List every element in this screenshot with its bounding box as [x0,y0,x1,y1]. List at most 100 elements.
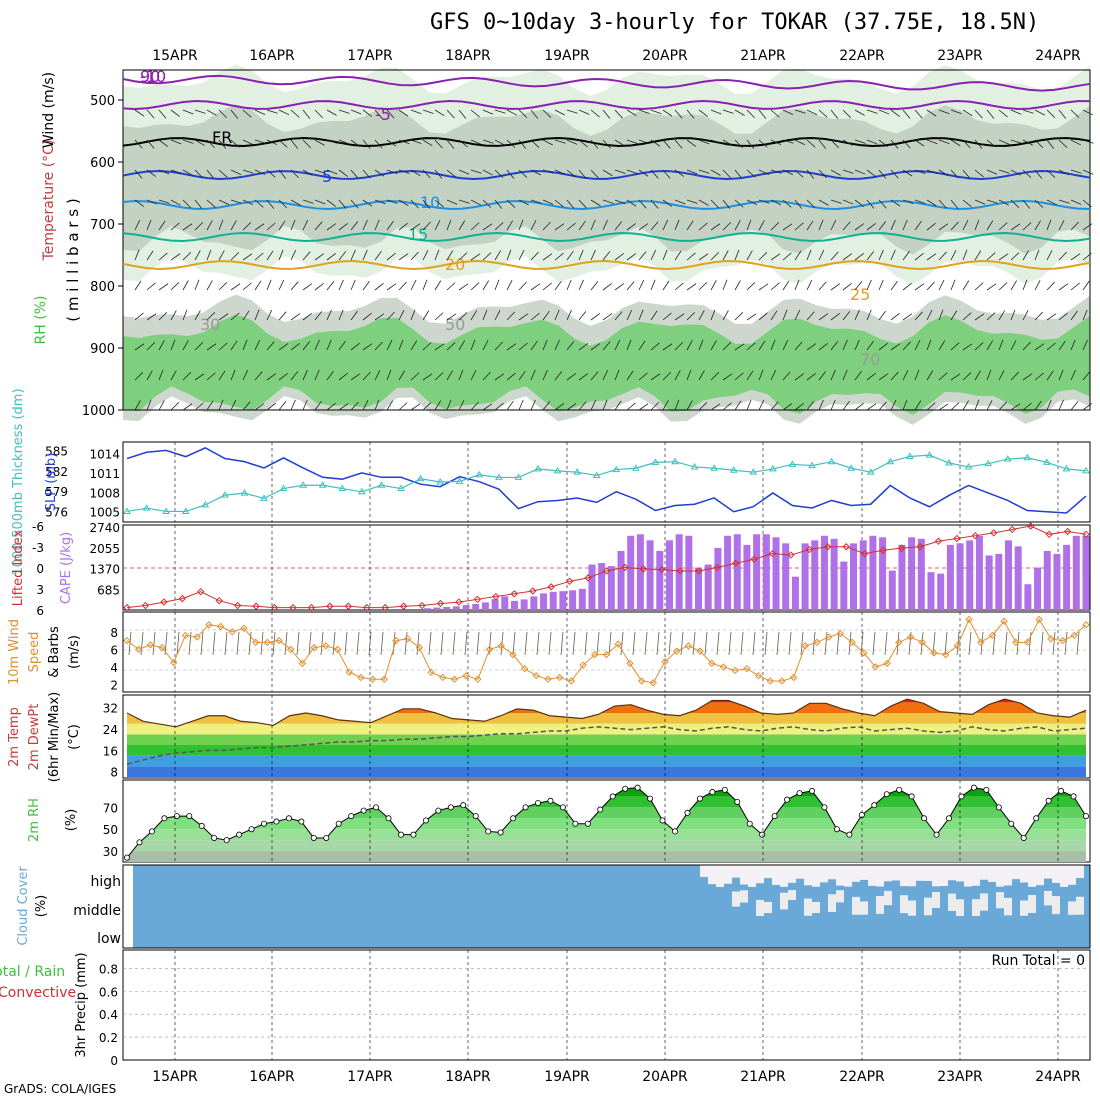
upper-wind-barb [266,222,276,231]
upper-wind-barb [194,169,203,179]
thickness-marker [710,464,719,471]
lifted-index-marker [141,601,150,610]
upper-wind-barb [782,109,794,115]
upper-wind-barb [1070,369,1076,381]
rh-marker [360,807,367,814]
upper-wind-barb [770,169,782,174]
cloud-clear-high [812,865,820,887]
upper-wind-barb [398,402,408,411]
cape-bar [782,543,790,610]
upper-wind-barb [1070,401,1079,411]
upper-wind-barb [338,251,347,261]
cape-bar [549,591,557,610]
upper-wind-barb [566,199,575,209]
rh-marker [1033,815,1040,822]
upper-wind-barb [746,199,758,205]
upper-wind-barb [722,250,729,261]
upper-wind-barb [974,370,981,381]
upper-wind-barb [194,279,200,291]
upper-wind-barb [1082,339,1088,351]
upper-wind-barb [962,199,972,208]
upper-wind-barb [770,369,777,381]
upper-wind-barb [326,281,335,291]
contour-label: 50 [445,315,465,334]
cloud-clear-middle [1044,891,1052,906]
upper-wind-barb [638,139,650,145]
upper-wind-barb [218,370,226,381]
date-label-top: 23APR [937,48,983,64]
surface-wind-barb [596,631,600,656]
upper-wind-barb [590,371,599,381]
upper-wind-barb [770,339,776,351]
upper-wind-barb [614,283,625,291]
temperature-contour [122,199,1091,210]
cloud-clear-high [1028,865,1036,887]
upper-wind-barb [974,169,984,178]
upper-wind-barb [662,169,671,179]
temp-color-band [127,766,1086,777]
upper-wind-barb [746,169,756,178]
upper-wind-barb [974,282,984,291]
cape-bar [598,563,606,610]
cloud-clear-high [980,865,988,880]
upper-wind-barb [194,199,203,209]
cape-bar [1005,540,1013,610]
upper-wind-barb [254,252,264,261]
rh-marker [933,831,940,838]
upper-wind-barb [170,199,181,206]
wind-speed-marker [380,675,389,683]
upper-wind-barb [1022,279,1028,291]
upper-wind-barb [674,139,683,149]
rh-marker [186,813,193,820]
upper-wind-barb [926,169,938,174]
upper-wind-barb [950,373,961,381]
upper-wind-barb [374,313,385,321]
wind-speed-marker [333,645,342,654]
upper-wind-barb [782,169,794,176]
upper-wind-barb [446,250,454,261]
upper-wind-barb [434,139,443,149]
cape-bar [859,540,867,610]
upper-wind-barb [914,252,924,261]
upper-wind-barb [878,401,887,411]
cloud-clear-high [740,865,748,885]
upper-wind-barb [542,169,554,174]
pressure-tick-label: 600 [90,156,115,171]
upper-wind-barb [866,251,875,261]
lifted-index-marker [510,590,518,598]
upper-wind-barb [998,310,1005,321]
upper-wind-barb [1082,109,1094,116]
upper-wind-barb [986,340,993,351]
upper-wind-barb [506,169,515,179]
cloud-clear-middle [948,893,956,911]
upper-wind-barb [134,219,141,231]
cloud-clear-middle [756,899,764,916]
wind-speed-marker [392,636,400,645]
surface-wind-barb [776,631,780,656]
upper-wind-barb [230,109,239,119]
upper-wind-barb [566,403,577,411]
upper-wind-barb [626,402,636,411]
temp-tick-label: 16 [103,744,118,758]
upper-wind-barb [554,139,566,144]
upper-wind-barb [998,253,1009,261]
upper-wind-barb [1034,220,1041,231]
cape-bar [569,590,577,610]
wind-speed-marker [731,666,739,675]
date-label-top: 18APR [445,48,491,64]
upper-wind-barb [350,139,361,147]
upper-wind-barb [626,253,637,261]
upper-wind-barb [290,139,299,149]
surface-wind-barb [932,631,936,656]
upper-wind-barb [494,109,506,114]
upper-wind-barb [158,199,170,204]
upper-wind-barb [866,372,876,381]
rh-marker [721,786,728,793]
upper-wind-barb [326,402,336,411]
upper-wind-barb [554,109,565,116]
thickness-marker [357,487,366,495]
upper-wind-barb [806,220,814,231]
upper-wind-barb [914,139,925,147]
surface-wind-barb [1064,631,1068,656]
thickness-marker [1042,458,1051,465]
